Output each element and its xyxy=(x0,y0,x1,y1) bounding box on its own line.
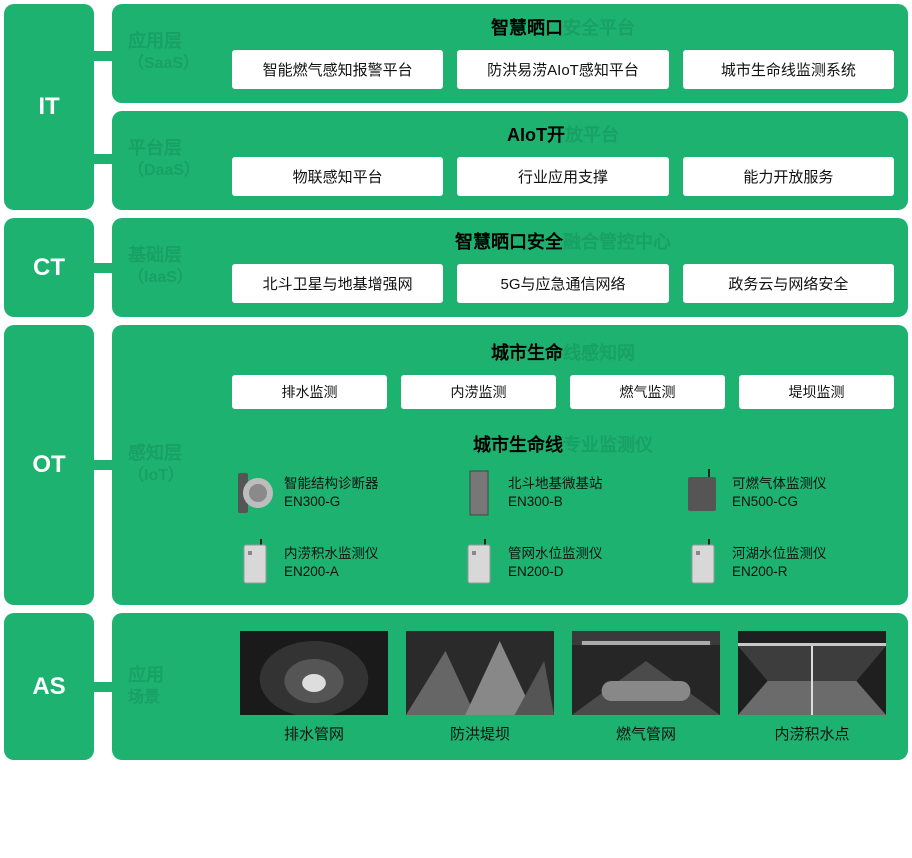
sensor-text: 河湖水位监测仪 EN200-R xyxy=(732,545,827,581)
chip-row: 智能燃气感知报警平台 防洪易涝AIoT感知平台 城市生命线监测系统 xyxy=(232,50,894,89)
tier-label-it: IT xyxy=(4,4,94,210)
sensor-smallbox-icon xyxy=(456,537,500,589)
layer-line1: 应用 xyxy=(128,663,232,687)
chip: 城市生命线监测系统 xyxy=(683,50,894,89)
tier-label-ct: CT xyxy=(4,218,94,317)
layer-line2: （IoT） xyxy=(128,465,232,487)
layer-label: 感知层 （IoT） xyxy=(122,339,232,589)
panel-daas: 平台层 （DaaS） AIoT开放平台 物联感知平台 行业应用支撑 能力开放服务 xyxy=(112,111,908,210)
sensor-item: 管网水位监测仪 EN200-D xyxy=(456,537,670,589)
layer-line2: （IaaS） xyxy=(128,267,232,289)
sensor-text: 内涝积水监测仪 EN200-A xyxy=(284,545,379,581)
layer-line2: 场景 xyxy=(128,687,232,709)
sensor-smallbox-icon xyxy=(232,537,276,589)
scene-item: 防洪堤坝 xyxy=(406,631,554,744)
panel-iaas: 基础层 （IaaS） 智慧晒口安全融合管控中心 北斗卫星与地基增强网 5G与应急… xyxy=(112,218,908,317)
scene-underpass-image xyxy=(738,631,886,715)
panel-title: 智慧晒口安全融合管控中心 xyxy=(232,228,894,254)
tier-ot: OT 感知层 （IoT） 城市生命线感知网 排水监测 内涝监测 燃气监测 xyxy=(4,325,908,605)
scene-caption: 排水管网 xyxy=(284,723,344,744)
layer-line1: 感知层 xyxy=(128,441,232,465)
chip-row: 物联感知平台 行业应用支撑 能力开放服务 xyxy=(232,157,894,196)
sensor-item: 内涝积水监测仪 EN200-A xyxy=(232,537,446,589)
chip: 防洪易涝AIoT感知平台 xyxy=(457,50,668,89)
panel-title: 城市生命线专业监测仪 xyxy=(232,431,894,457)
sensor-block: 城市生命线专业监测仪 智能结构诊断器 EN300-G xyxy=(232,425,894,589)
scene-tunnel-image xyxy=(240,631,388,715)
scene-caption: 防洪堤坝 xyxy=(450,723,510,744)
sensor-grid: 智能结构诊断器 EN300-G 北斗地基微基站 EN300 xyxy=(232,467,894,589)
sensor-disc-icon xyxy=(232,467,276,519)
chip: 政务云与网络安全 xyxy=(683,264,894,303)
scene-pipe-image xyxy=(572,631,720,715)
tier-ct: CT 基础层 （IaaS） 智慧晒口安全融合管控中心 北斗卫星与地基增强网 5G… xyxy=(4,218,908,317)
sensor-item: 北斗地基微基站 EN300-B xyxy=(456,467,670,519)
chip: 堤坝监测 xyxy=(739,375,894,409)
connector xyxy=(94,682,112,692)
layer-line1: 平台层 xyxy=(128,136,232,160)
panel-title: 城市生命线感知网 xyxy=(232,339,894,365)
sensor-flatbox-icon xyxy=(680,467,724,519)
tier-label-text: IT xyxy=(38,93,59,121)
sensor-smallbox-icon xyxy=(680,537,724,589)
connector xyxy=(94,460,112,470)
tier-label-ot: OT xyxy=(4,325,94,605)
chip: 内涝监测 xyxy=(401,375,556,409)
layer-line2: （DaaS） xyxy=(128,160,232,182)
layer-line1: 应用层 xyxy=(128,29,232,53)
chip: 燃气监测 xyxy=(570,375,725,409)
tier-as: AS 应用 场景 xyxy=(4,613,908,760)
chip: 智能燃气感知报警平台 xyxy=(232,50,443,89)
chip-row: 北斗卫星与地基增强网 5G与应急通信网络 政务云与网络安全 xyxy=(232,264,894,303)
layer-label: 应用 场景 xyxy=(122,627,232,744)
sensor-item: 智能结构诊断器 EN300-G xyxy=(232,467,446,519)
sensor-item: 河湖水位监测仪 EN200-R xyxy=(680,537,894,589)
tier-label-text: CT xyxy=(33,254,65,282)
scene-item: 内涝积水点 xyxy=(738,631,886,744)
panel-scenes: 应用 场景 xyxy=(112,613,908,760)
architecture-diagram: IT 应用层 （SaaS） 智慧晒口安全平台 智能燃气感知报警平台 防洪易涝AI… xyxy=(4,4,908,760)
layer-label: 基础层 （IaaS） xyxy=(122,228,232,303)
layer-label: 平台层 （DaaS） xyxy=(122,121,232,196)
chip: 能力开放服务 xyxy=(683,157,894,196)
sensor-text: 可燃气体监测仪 EN500-CG xyxy=(732,475,827,511)
tier-it: IT 应用层 （SaaS） 智慧晒口安全平台 智能燃气感知报警平台 防洪易涝AI… xyxy=(4,4,908,210)
scene-grid: 排水管网 防洪堤坝 xyxy=(232,627,894,744)
sensor-tallbox-icon xyxy=(456,467,500,519)
scene-caption: 内涝积水点 xyxy=(774,723,849,744)
layer-label: 应用层 （SaaS） xyxy=(122,14,232,89)
chip-row: 排水监测 内涝监测 燃气监测 堤坝监测 xyxy=(232,375,894,409)
scene-item: 燃气管网 xyxy=(572,631,720,744)
tier-label-text: OT xyxy=(32,451,65,479)
scene-caption: 燃气管网 xyxy=(616,723,676,744)
chip: 排水监测 xyxy=(232,375,387,409)
layer-line1: 基础层 xyxy=(128,243,232,267)
scene-dam-image xyxy=(406,631,554,715)
chip: 北斗卫星与地基增强网 xyxy=(232,264,443,303)
scene-item: 排水管网 xyxy=(240,631,388,744)
chip: 物联感知平台 xyxy=(232,157,443,196)
tier-label-text: AS xyxy=(32,673,65,701)
chip: 行业应用支撑 xyxy=(457,157,668,196)
sensor-text: 管网水位监测仪 EN200-D xyxy=(508,545,603,581)
layer-line2: （SaaS） xyxy=(128,53,232,75)
panel-title: AIoT开放平台 xyxy=(232,121,894,147)
panel-saas: 应用层 （SaaS） 智慧晒口安全平台 智能燃气感知报警平台 防洪易涝AIoT感… xyxy=(112,4,908,103)
sensor-item: 可燃气体监测仪 EN500-CG xyxy=(680,467,894,519)
chip: 5G与应急通信网络 xyxy=(457,264,668,303)
tier-label-as: AS xyxy=(4,613,94,760)
connector xyxy=(94,4,112,210)
panel-iot: 感知层 （IoT） 城市生命线感知网 排水监测 内涝监测 燃气监测 堤坝监测 xyxy=(112,325,908,605)
panel-title: 智慧晒口安全平台 xyxy=(232,14,894,40)
connector xyxy=(94,263,112,273)
sensor-text: 智能结构诊断器 EN300-G xyxy=(284,475,379,511)
sensor-text: 北斗地基微基站 EN300-B xyxy=(508,475,603,511)
